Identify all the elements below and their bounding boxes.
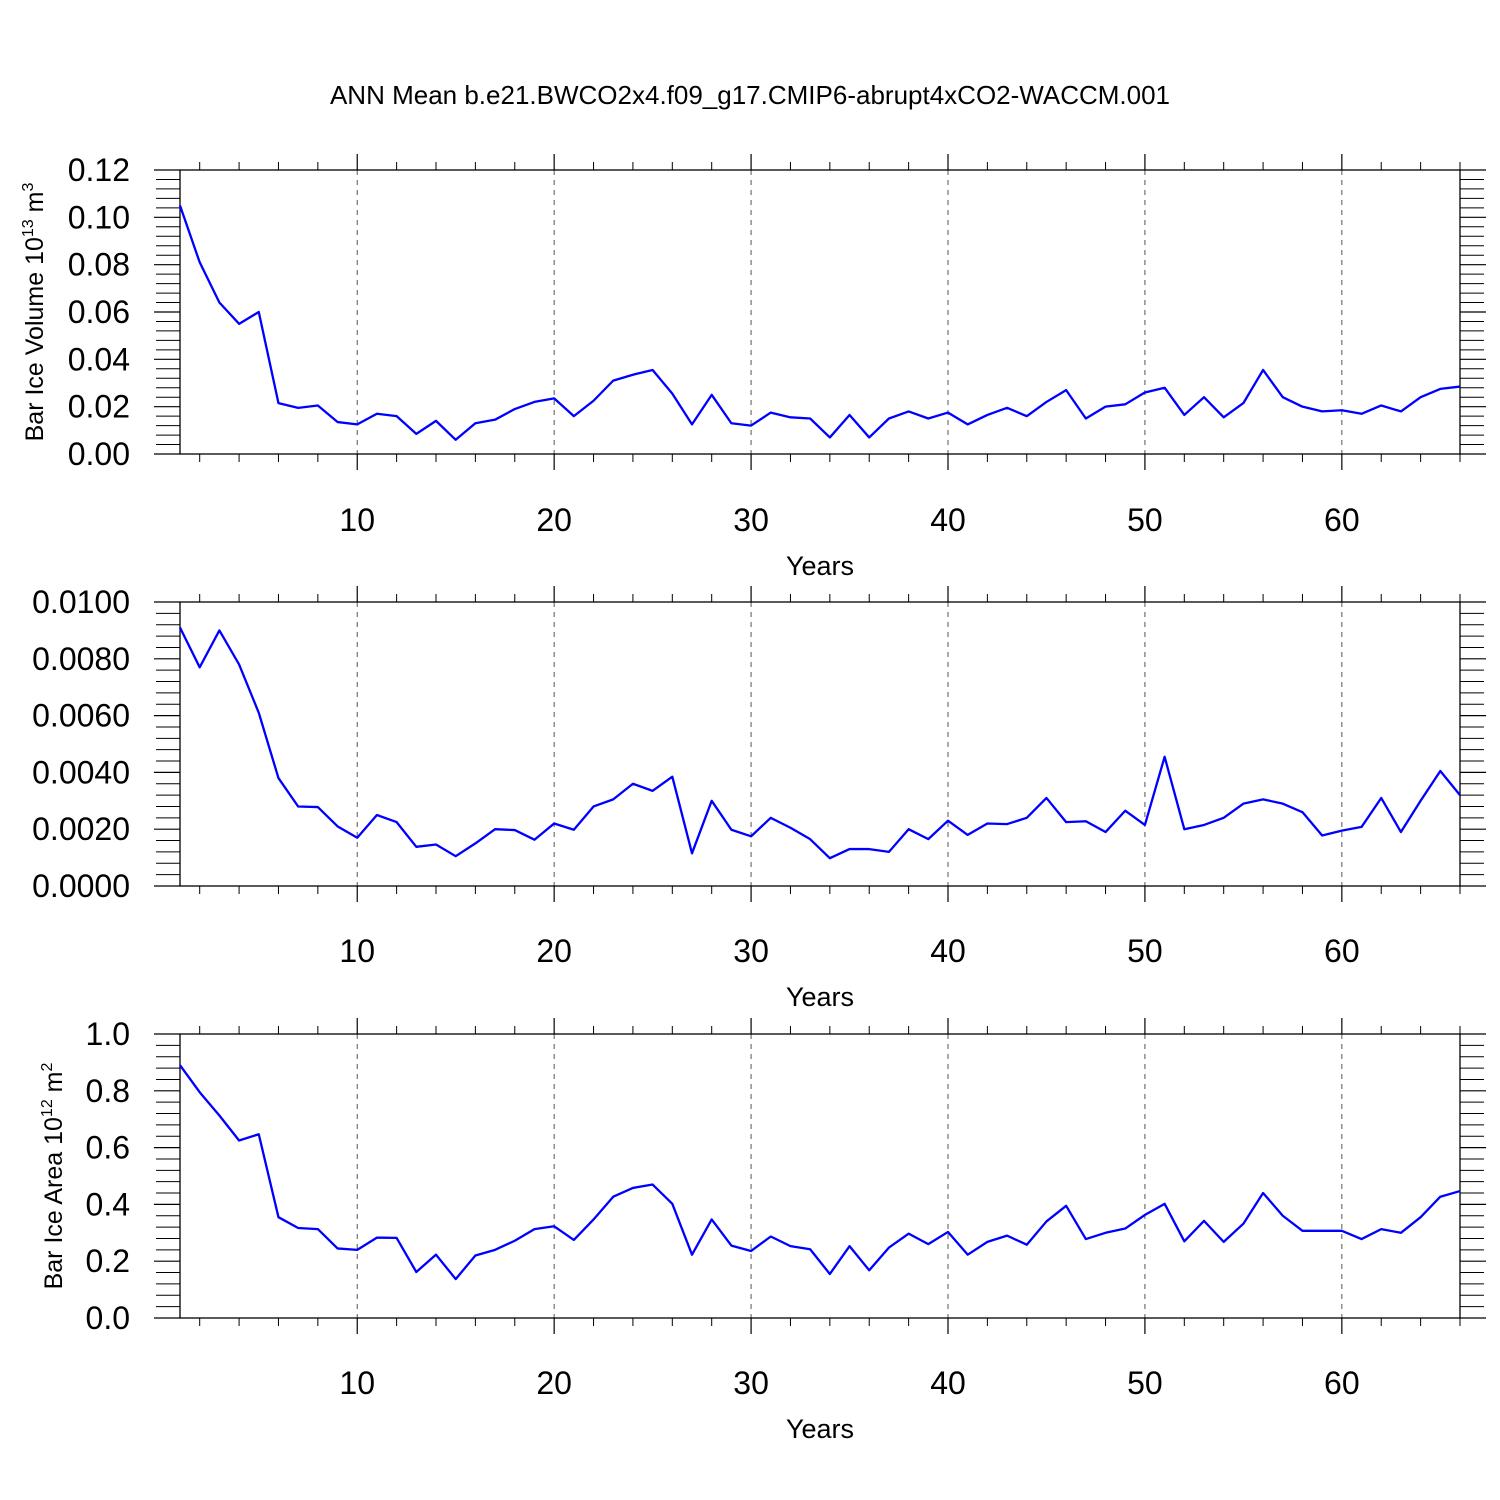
y-tick-label: 0.04 [68, 341, 130, 377]
series-line [178, 205, 1461, 441]
y-tick-label: 0.8 [86, 1073, 130, 1109]
x-tick-label: 10 [339, 933, 375, 969]
panel-3: 10 20 30 40 50 60 0.0 0.2 0.4 0.6 0.8 1.0 Years Bar I… [39, 1016, 1486, 1444]
plot-frame [179, 169, 1461, 455]
y-tick-label: 0.12 [68, 152, 130, 188]
y-tick-label: 0.4 [86, 1186, 130, 1222]
y-label-main: Bar Snow Volume 10 [0, 655, 4, 888]
x-tick-label: 40 [930, 1365, 966, 1401]
y-tick-label: 0.0 [86, 1300, 130, 1336]
x-tick-label: 50 [1127, 933, 1163, 969]
y-axis-label: Bar Ice Volume 1013 m3 [20, 183, 49, 442]
series-line [178, 627, 1461, 860]
y-tick-label: 0.10 [68, 199, 130, 235]
y-tick-label: 0.0060 [32, 698, 130, 734]
y-tick-label: 0.0100 [32, 584, 130, 620]
x-tick-label: 50 [1127, 1365, 1163, 1401]
x-tick-label: 10 [339, 1365, 375, 1401]
y-label-unit: m [21, 192, 49, 220]
x-tick-label: 20 [536, 933, 572, 969]
y-axis-label: Bar Ice Area 1012 m2 [39, 1063, 68, 1290]
y-label-main: Bar Ice Area 10 [40, 1117, 68, 1289]
y-tick-label: 0.00 [68, 436, 130, 472]
y-tick-label: 0.2 [86, 1243, 130, 1279]
plot-frame [179, 601, 1461, 887]
plot-frame [179, 1033, 1461, 1319]
y-label-unit: m [0, 609, 4, 637]
x-tick-label: 20 [536, 502, 572, 538]
x-tick-label: 30 [733, 933, 769, 969]
x-tick-label: 30 [733, 502, 769, 538]
x-axis-label: Years [786, 551, 854, 581]
x-tick-label: 20 [536, 1365, 572, 1401]
x-tick-label: 40 [930, 502, 966, 538]
panel-2: 10 20 30 40 50 60 0.0000 0.0020 0.0040 0.0060 0.00… [0, 584, 1486, 1012]
y-label-main: Bar Ice Volume 10 [21, 237, 49, 441]
y-tick-label: 0.0020 [32, 811, 130, 847]
panel-1: 10 20 30 40 50 60 0.00 0.02 0.04 0.06 0.08 0.10 0.12… [20, 152, 1486, 581]
y-label-unit-exponent: 2 [39, 1063, 56, 1072]
y-tick-label: 0.0080 [32, 641, 130, 677]
figure-title: ANN Mean b.e21.BWCO2x4.f09_g17.CMIP6-abr… [329, 80, 1171, 110]
x-tick-label: 60 [1324, 933, 1360, 969]
y-tick-label: 0.06 [68, 294, 130, 330]
y-tick-label: 0.08 [68, 247, 130, 283]
y-label-unit-exponent: 3 [20, 183, 37, 192]
y-tick-label: 0.0040 [32, 754, 130, 790]
y-label-exponent: 12 [39, 1099, 56, 1117]
x-tick-label: 60 [1324, 502, 1360, 538]
y-label-unit: m [40, 1072, 68, 1100]
x-axis-label: Years [786, 982, 854, 1012]
y-tick-label: 0.6 [86, 1130, 130, 1166]
series-line [179, 1064, 1461, 1281]
y-label-exponent: 13 [20, 219, 37, 237]
x-tick-label: 60 [1324, 1365, 1360, 1401]
x-tick-label: 30 [733, 1365, 769, 1401]
y-tick-label: 0.0000 [32, 868, 130, 904]
x-tick-label: 40 [930, 933, 966, 969]
y-tick-label: 1.0 [86, 1016, 130, 1052]
x-tick-label: 10 [339, 502, 375, 538]
x-tick-label: 50 [1127, 502, 1163, 538]
y-tick-label: 0.02 [68, 389, 130, 425]
y-axis-label: Bar Snow Volume 1013 m3 [0, 600, 4, 888]
x-axis-label: Years [786, 1414, 854, 1444]
